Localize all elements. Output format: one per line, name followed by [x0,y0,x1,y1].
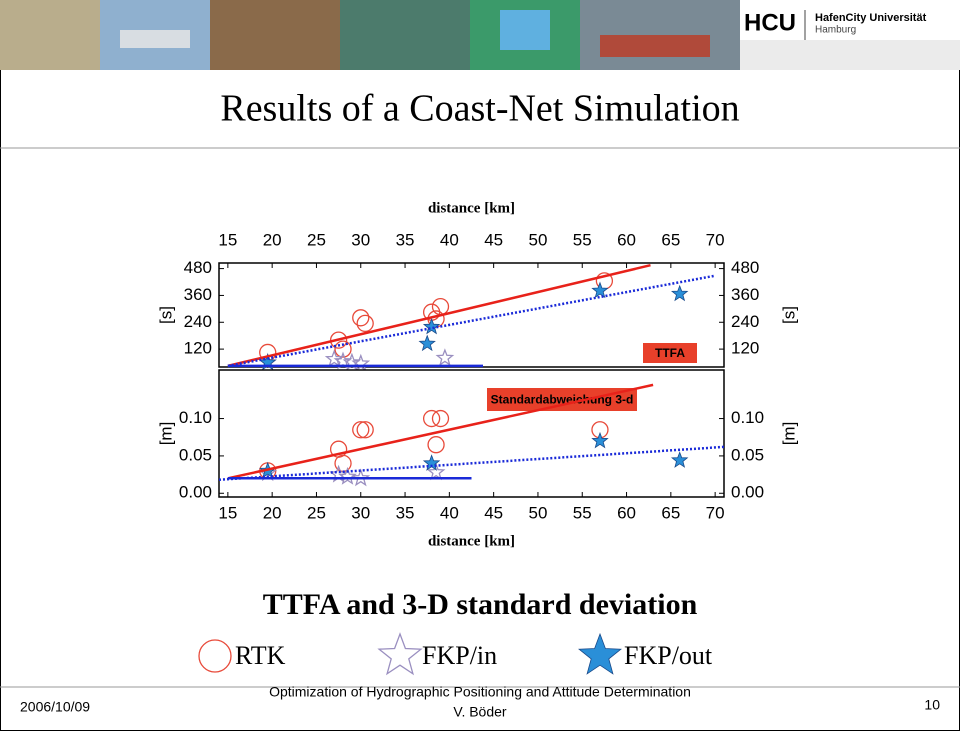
x-tick-label: 65 [661,503,680,522]
y-tick-label: 0.05 [731,445,764,464]
slide-title: Results of a Coast-Net Simulation [220,88,739,130]
x-tick-label: 25 [307,230,326,249]
legend-label: RTK [235,641,286,670]
x-tick-label: 20 [263,503,282,522]
x-tick-label: 55 [573,503,592,522]
x-tick-label: 65 [661,230,680,249]
x-tick-label: 30 [351,230,370,249]
y-tick-label: 360 [184,285,212,304]
y-tick-label: 120 [731,339,759,358]
x-tick-label: 45 [484,503,503,522]
page-number: 10 [924,697,940,713]
x-tick-label: 45 [484,230,503,249]
x-tick-label: 55 [573,230,592,249]
y-axis-title: [m] [156,422,175,446]
y-tick-label: 360 [731,285,759,304]
x-tick-label: 60 [617,503,636,522]
y-tick-label: 120 [184,339,212,358]
x-tick-label: 20 [263,230,282,249]
x-tick-label: 70 [706,230,725,249]
annotation: TTFA [655,346,685,360]
x-tick-label: 40 [440,503,459,522]
x-axis-title: distance [km] [428,200,515,216]
x-tick-label: 50 [528,230,547,249]
slide: HCU HafenCity Universität Hamburg Result… [0,0,960,731]
x-tick-label: 15 [218,230,237,249]
y-tick-label: 0.00 [731,483,764,502]
legend-label: FKP/out [624,641,713,670]
footer-date: 2006/10/09 [20,699,90,715]
y-tick-label: 240 [731,312,759,331]
x-tick-label: 25 [307,503,326,522]
x-tick-label: 35 [396,503,415,522]
x-tick-label: 70 [706,503,725,522]
y-axis-title: [s] [156,306,175,324]
y-tick-label: 0.05 [179,445,212,464]
y-axis-title: [s] [779,306,798,324]
university-city: Hamburg [815,25,856,36]
page: { "header": {"logo": "HCU", "university"… [0,0,960,731]
university-name: HafenCity Universität [815,12,927,24]
x-tick-label: 15 [218,503,237,522]
footer-author: V. Böder [453,704,507,720]
x-tick-label: 50 [528,503,547,522]
x-tick-label: 35 [396,230,415,249]
y-tick-label: 0.00 [179,483,212,502]
y-tick-label: 240 [184,312,212,331]
x-tick-label: 40 [440,230,459,249]
logo: HCU [744,9,796,36]
x-tick-label: 30 [351,503,370,522]
y-tick-label: 0.10 [731,408,764,427]
y-tick-label: 0.10 [179,408,212,427]
x-axis-title: distance [km] [428,533,515,549]
caption: TTFA and 3-D standard deviation [263,588,698,621]
legend-label: FKP/in [422,641,497,670]
x-tick-label: 60 [617,230,636,249]
y-tick-label: 480 [184,258,212,277]
footer-title: Optimization of Hydrographic Positioning… [269,684,691,700]
y-tick-label: 480 [731,258,759,277]
y-axis-title: [m] [779,422,798,446]
